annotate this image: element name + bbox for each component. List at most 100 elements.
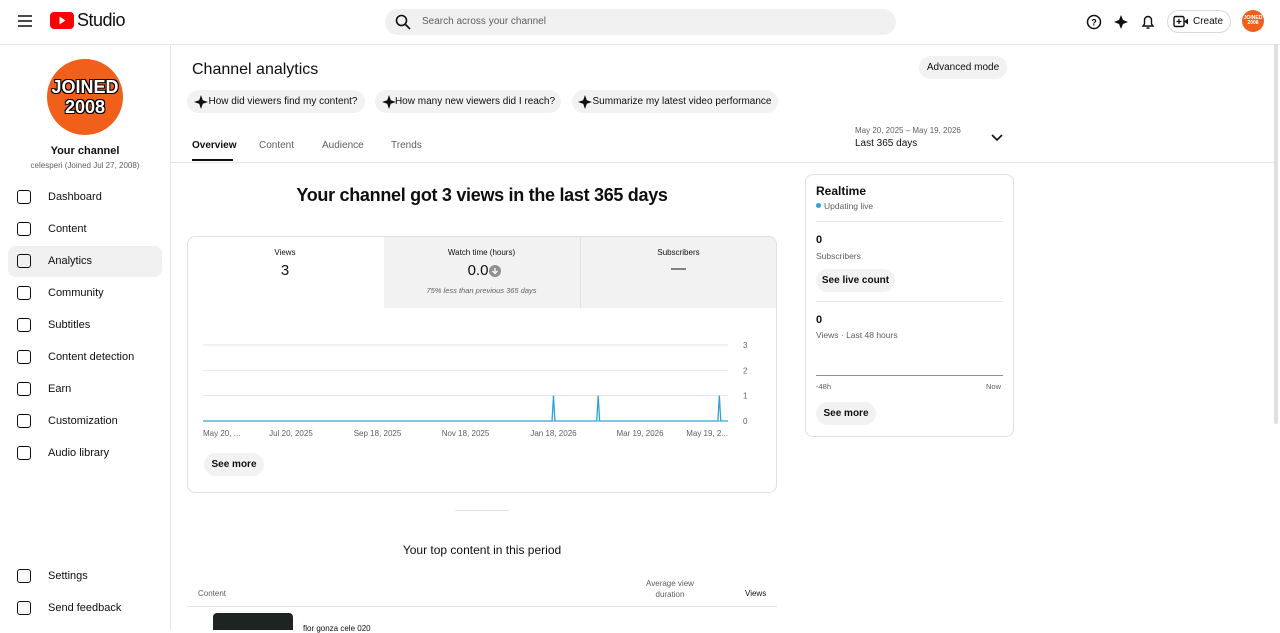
sidebar-border xyxy=(170,44,171,630)
nav-item[interactable]: Subtitles xyxy=(48,319,91,331)
x-tick-label: Sep 18, 2025 xyxy=(354,429,402,438)
y-tick-label: 2 xyxy=(743,366,748,375)
x-tick-label: Mar 19, 2026 xyxy=(616,429,664,438)
nav-item[interactable]: Earn xyxy=(48,383,72,395)
account-avatar[interactable]: JOINED 2008 xyxy=(1242,10,1264,32)
period[interactable]: Last 365 days xyxy=(855,138,918,149)
channel-title: Your channel xyxy=(50,145,120,157)
chevron[interactable] xyxy=(991,134,1003,142)
nav-item[interactable]: Settings xyxy=(48,570,88,582)
live-dot xyxy=(816,203,821,208)
avatar-line: 2008 xyxy=(64,97,106,117)
realtime-views: 0 xyxy=(816,314,823,326)
tab[interactable]: Audience xyxy=(322,140,364,151)
avatar-line: JOINED xyxy=(51,77,119,97)
nav-item[interactable]: Content xyxy=(48,223,87,235)
nav-icon xyxy=(17,286,31,300)
nav-icon xyxy=(17,254,31,268)
metric-value[interactable]: 3 xyxy=(280,262,290,279)
realtime-subscribers: 0 xyxy=(816,234,823,246)
nav-icon xyxy=(17,601,31,615)
nav-item[interactable]: Analytics xyxy=(48,255,93,267)
x-tick-label: May 19, 2... xyxy=(686,429,728,438)
divider xyxy=(816,221,1003,222)
search-placeholder[interactable]: Search across your channel xyxy=(422,16,546,27)
logo-text[interactable]: Studio xyxy=(77,10,126,30)
ai-chip[interactable]: How many new viewers did I reach? xyxy=(375,90,561,113)
down-icon xyxy=(489,265,501,277)
divider xyxy=(455,510,509,511)
realtime-label: Subscribers xyxy=(816,251,861,261)
menu-icon[interactable] xyxy=(18,14,32,28)
search-icon xyxy=(395,14,411,30)
nav-icon xyxy=(17,350,31,364)
see-live-count-button[interactable]: See live count xyxy=(816,269,895,292)
realtime-title: Realtime xyxy=(816,184,867,198)
channel-avatar[interactable]: JOINED 2008 xyxy=(47,59,123,135)
logo-icon[interactable] xyxy=(50,12,74,29)
nav-icon xyxy=(17,446,31,460)
metric-value[interactable]: — xyxy=(671,260,686,277)
page-title: Channel analytics xyxy=(192,61,319,78)
views-chart: 0 1 2 3 May 20, ... Jul 20, 2025 Sep 18, 2025 N… xyxy=(203,341,748,438)
nav-icon xyxy=(17,318,31,332)
metric-label[interactable]: Views xyxy=(274,248,296,257)
overview-card xyxy=(187,236,777,493)
svg-text:?: ? xyxy=(1091,18,1097,28)
nav-item[interactable]: Audio library xyxy=(48,447,110,459)
video-title[interactable]: flor gonza cele 020 xyxy=(303,624,371,633)
ai-chip[interactable]: How did viewers find my content? xyxy=(187,90,365,113)
nav-item[interactable]: Send feedback xyxy=(48,602,122,614)
nav-icon xyxy=(17,190,31,204)
channel-subtitle: celesperi (Joined Jul 27, 2008) xyxy=(30,161,140,170)
metric-label[interactable]: Subscribers xyxy=(657,248,700,257)
ai-chip[interactable]: Summarize my latest video performance xyxy=(572,90,778,113)
x-tick-label: Nov 18, 2025 xyxy=(442,429,490,438)
metric-divider xyxy=(580,237,581,308)
divider xyxy=(816,301,1003,302)
nav-item[interactable]: Community xyxy=(48,287,104,299)
tab[interactable]: Trends xyxy=(391,140,422,151)
sparkline-axis xyxy=(816,375,1003,376)
see-more-button[interactable]: See more xyxy=(816,402,876,425)
nav-icon xyxy=(17,569,31,583)
tab-active[interactable]: Overview xyxy=(192,140,237,151)
toolbar-icons[interactable]: ? xyxy=(1086,13,1176,31)
y-tick-label: 0 xyxy=(743,417,748,426)
search-box[interactable] xyxy=(385,9,896,35)
nav-item[interactable]: Customization xyxy=(48,415,118,427)
top-content-title: Your top content in this period xyxy=(402,543,562,557)
headline: Your channel got 3 views in the last 365… xyxy=(296,185,668,205)
nav-icon xyxy=(17,414,31,428)
nav-icon xyxy=(17,222,31,236)
create-label[interactable]: Create xyxy=(1193,16,1224,27)
create-button[interactable] xyxy=(1167,10,1231,33)
video-thumbnail[interactable] xyxy=(213,613,293,630)
column-header: Content xyxy=(198,589,227,598)
column-header: Views xyxy=(745,589,767,598)
nav-icon xyxy=(17,382,31,396)
axis-label: Now xyxy=(986,382,1002,391)
column-header: Average view duration xyxy=(646,579,694,599)
y-tick-label: 1 xyxy=(743,392,748,401)
divider xyxy=(187,606,777,607)
realtime-card xyxy=(805,174,1014,437)
metric-label[interactable]: Watch time (hours) xyxy=(447,248,516,257)
advanced-mode-button[interactable]: Advanced mode xyxy=(919,56,1007,79)
tab[interactable]: Content xyxy=(259,140,295,151)
metric-value[interactable]: 0.0 xyxy=(467,262,489,279)
date-range[interactable]: May 20, 2025 – May 19, 2026 xyxy=(855,126,961,135)
chip-icons xyxy=(194,95,592,109)
tab-underline xyxy=(192,159,233,161)
nav-item[interactable]: Content detection xyxy=(48,351,135,363)
topbar xyxy=(0,0,1280,45)
see-more-button[interactable]: See more xyxy=(204,453,264,476)
header-divider xyxy=(170,162,1275,163)
x-tick-label: Jan 18, 2026 xyxy=(530,429,577,438)
create-icon xyxy=(1173,15,1188,28)
nav-item[interactable]: Dashboard xyxy=(48,191,102,203)
scrollbar[interactable] xyxy=(1274,44,1278,424)
realtime-status: Updating live xyxy=(824,201,874,211)
